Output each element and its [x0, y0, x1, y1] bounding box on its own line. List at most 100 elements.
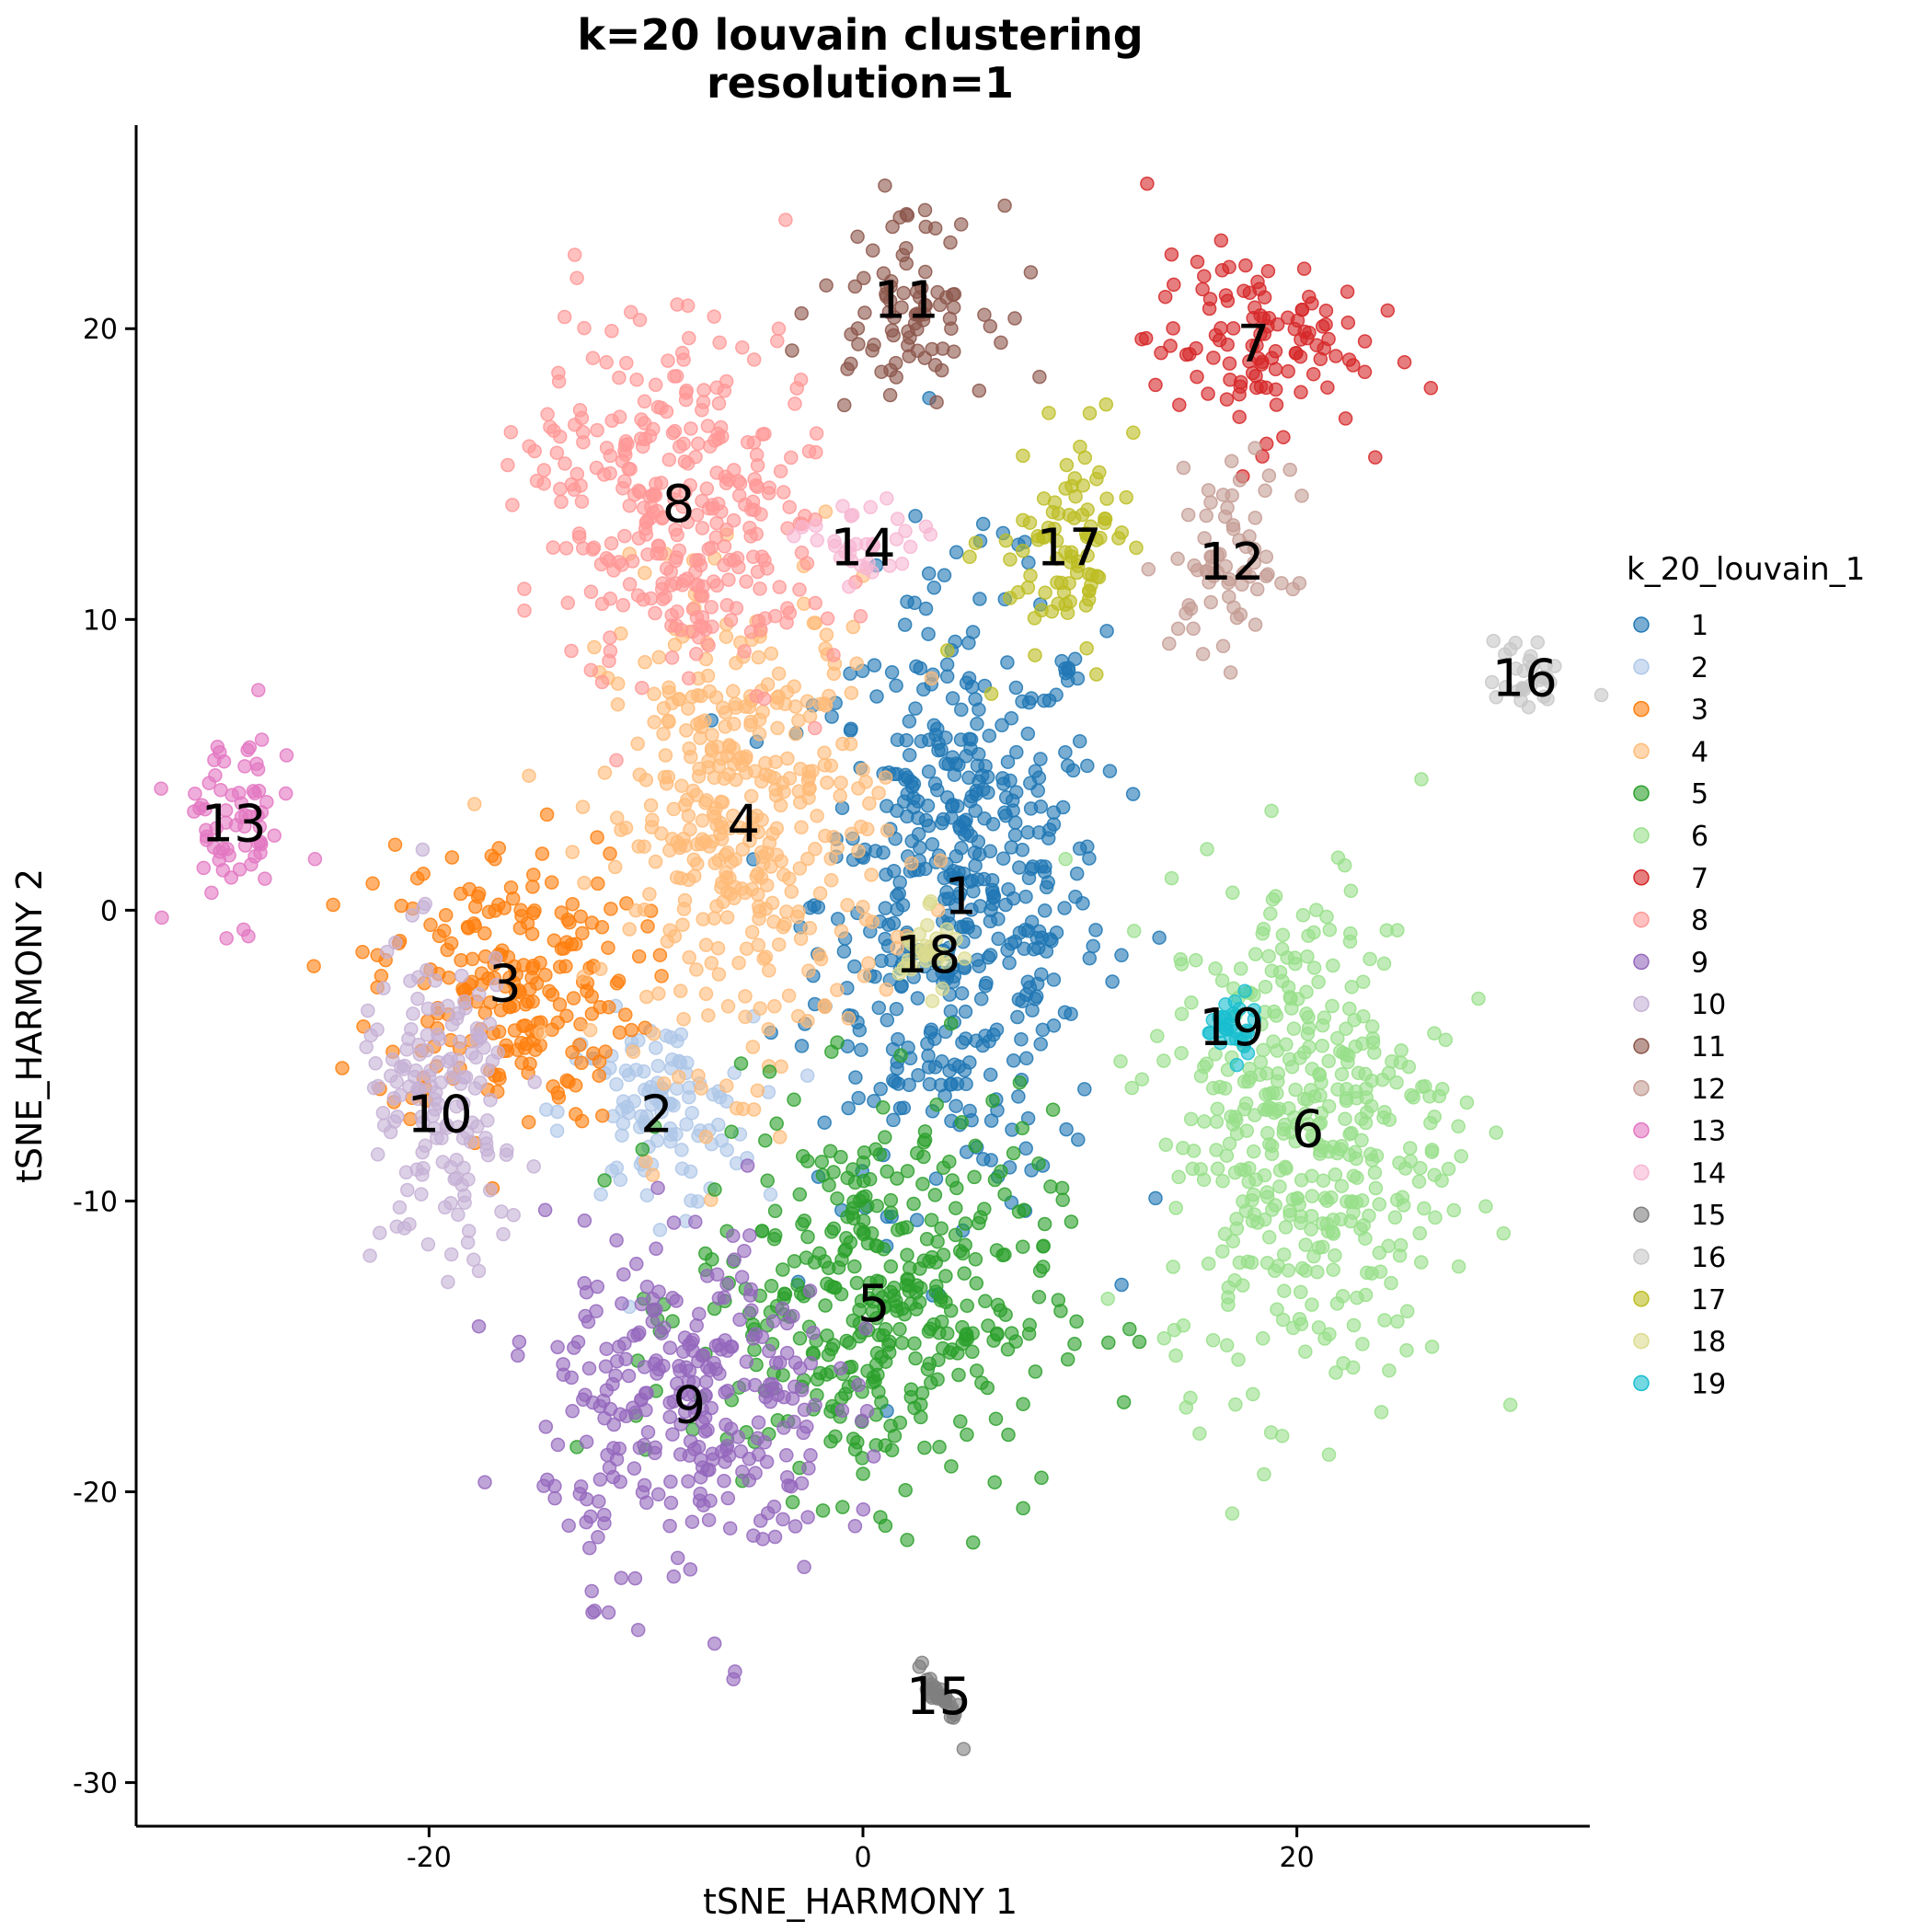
point	[706, 574, 721, 589]
point	[944, 1459, 959, 1474]
point	[1424, 1144, 1440, 1159]
point	[797, 1559, 811, 1575]
point	[1206, 351, 1221, 365]
point	[944, 811, 959, 825]
point	[1389, 1192, 1405, 1208]
point	[700, 668, 716, 684]
point	[1114, 948, 1129, 963]
point	[754, 774, 769, 789]
point	[662, 1395, 677, 1410]
point	[556, 1367, 571, 1382]
point	[1253, 327, 1268, 341]
point	[640, 919, 655, 934]
point	[640, 1424, 656, 1440]
point	[627, 1405, 643, 1420]
point	[771, 321, 787, 337]
point	[913, 840, 927, 856]
point	[1237, 983, 1252, 998]
point	[1415, 1079, 1430, 1095]
point	[938, 1269, 953, 1283]
point	[918, 601, 934, 616]
point	[444, 850, 460, 865]
point	[844, 327, 858, 342]
point	[779, 1469, 795, 1485]
point	[651, 650, 666, 665]
point	[909, 659, 924, 674]
point	[939, 643, 955, 658]
point	[644, 500, 659, 514]
point	[962, 1103, 977, 1119]
legend-label-11: 11	[1691, 1031, 1726, 1064]
point	[258, 871, 272, 886]
point	[477, 1475, 492, 1489]
point	[856, 1466, 870, 1481]
point	[611, 973, 627, 988]
point	[204, 885, 219, 901]
point	[1247, 542, 1262, 557]
point	[546, 540, 560, 555]
point	[934, 1314, 949, 1329]
point	[1047, 495, 1063, 510]
point	[1170, 621, 1186, 637]
point	[1268, 382, 1283, 397]
point	[1306, 960, 1322, 975]
point	[616, 1267, 631, 1282]
point	[827, 538, 843, 553]
point	[231, 786, 247, 800]
point	[1150, 1029, 1165, 1043]
point	[666, 801, 682, 817]
point	[1268, 344, 1283, 359]
point	[846, 1194, 861, 1209]
point	[546, 1079, 560, 1094]
point	[1354, 1133, 1369, 1148]
point	[801, 963, 816, 979]
point	[880, 490, 894, 506]
point	[250, 762, 266, 776]
point	[932, 1440, 947, 1455]
point	[1011, 1204, 1027, 1219]
point	[746, 352, 762, 367]
point	[201, 776, 217, 790]
point	[1028, 648, 1042, 662]
point	[659, 561, 674, 576]
point	[259, 794, 274, 810]
point	[1347, 1012, 1362, 1028]
point	[969, 787, 983, 802]
point	[1376, 956, 1392, 972]
point	[869, 1238, 885, 1254]
point	[746, 1528, 761, 1543]
point	[1082, 406, 1098, 420]
point	[1270, 316, 1285, 332]
point	[1282, 1100, 1296, 1116]
point	[1255, 1331, 1271, 1346]
point	[1321, 331, 1336, 347]
point	[1305, 366, 1321, 382]
point	[717, 1473, 731, 1489]
point	[694, 688, 708, 704]
point	[1101, 1335, 1116, 1351]
point	[709, 466, 724, 480]
point	[604, 413, 619, 429]
point	[1185, 1161, 1201, 1177]
point	[1297, 1045, 1312, 1060]
point	[818, 698, 834, 713]
point	[1338, 411, 1353, 426]
point	[619, 355, 634, 371]
point	[998, 533, 1014, 548]
point	[1358, 1115, 1374, 1131]
point	[1028, 1364, 1043, 1379]
point	[689, 647, 704, 661]
legend-label-16: 16	[1691, 1242, 1726, 1274]
point	[1190, 369, 1204, 385]
point	[855, 1451, 869, 1466]
point	[471, 1263, 487, 1279]
point	[976, 871, 992, 887]
point	[776, 1367, 790, 1383]
point	[794, 1383, 810, 1397]
point	[826, 666, 842, 682]
point	[1356, 1218, 1372, 1233]
point	[1300, 949, 1315, 964]
point	[745, 1331, 761, 1346]
point	[680, 1386, 696, 1402]
point	[1315, 1018, 1330, 1033]
